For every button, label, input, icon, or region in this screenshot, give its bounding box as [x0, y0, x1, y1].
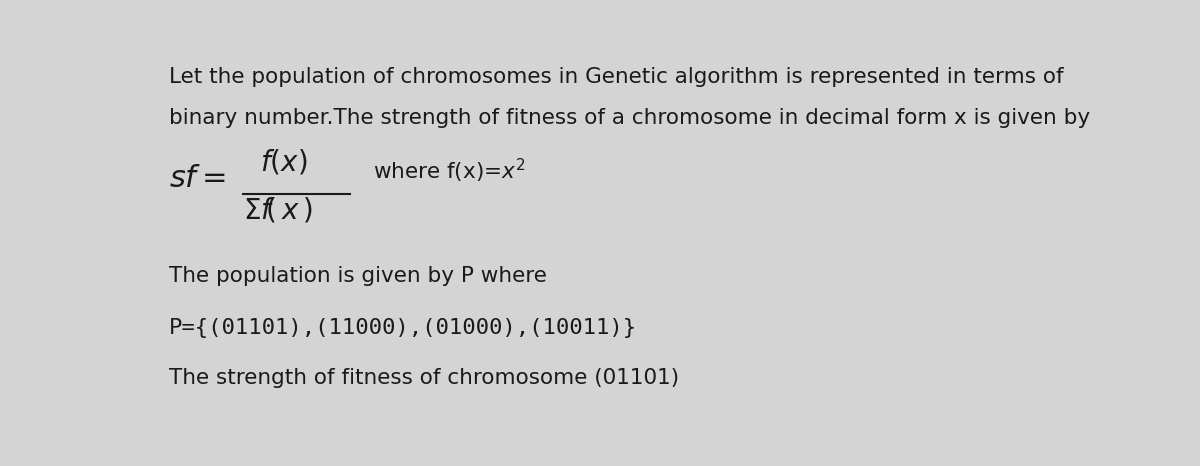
- Text: The strength of fitness of chromosome (01101): The strength of fitness of chromosome (0…: [168, 368, 679, 388]
- Text: $\Sigma f\!\left(\,x\,\right)$: $\Sigma f\!\left(\,x\,\right)$: [242, 196, 312, 225]
- Text: Let the population of chromosomes in Genetic algorithm is represented in terms o: Let the population of chromosomes in Gen…: [168, 67, 1063, 87]
- Text: $f(x)$: $f(x)$: [259, 147, 307, 177]
- Text: $sf =$: $sf =$: [168, 164, 226, 192]
- Text: binary number.The strength of fitness of a chromosome in decimal form x is given: binary number.The strength of fitness of…: [168, 108, 1090, 128]
- Text: The population is given by P where: The population is given by P where: [168, 266, 546, 286]
- Text: where f(x)=$x^2$: where f(x)=$x^2$: [373, 157, 526, 185]
- Text: P={(01101),(11000),(01000),(10011)}: P={(01101),(11000),(01000),(10011)}: [168, 318, 637, 338]
